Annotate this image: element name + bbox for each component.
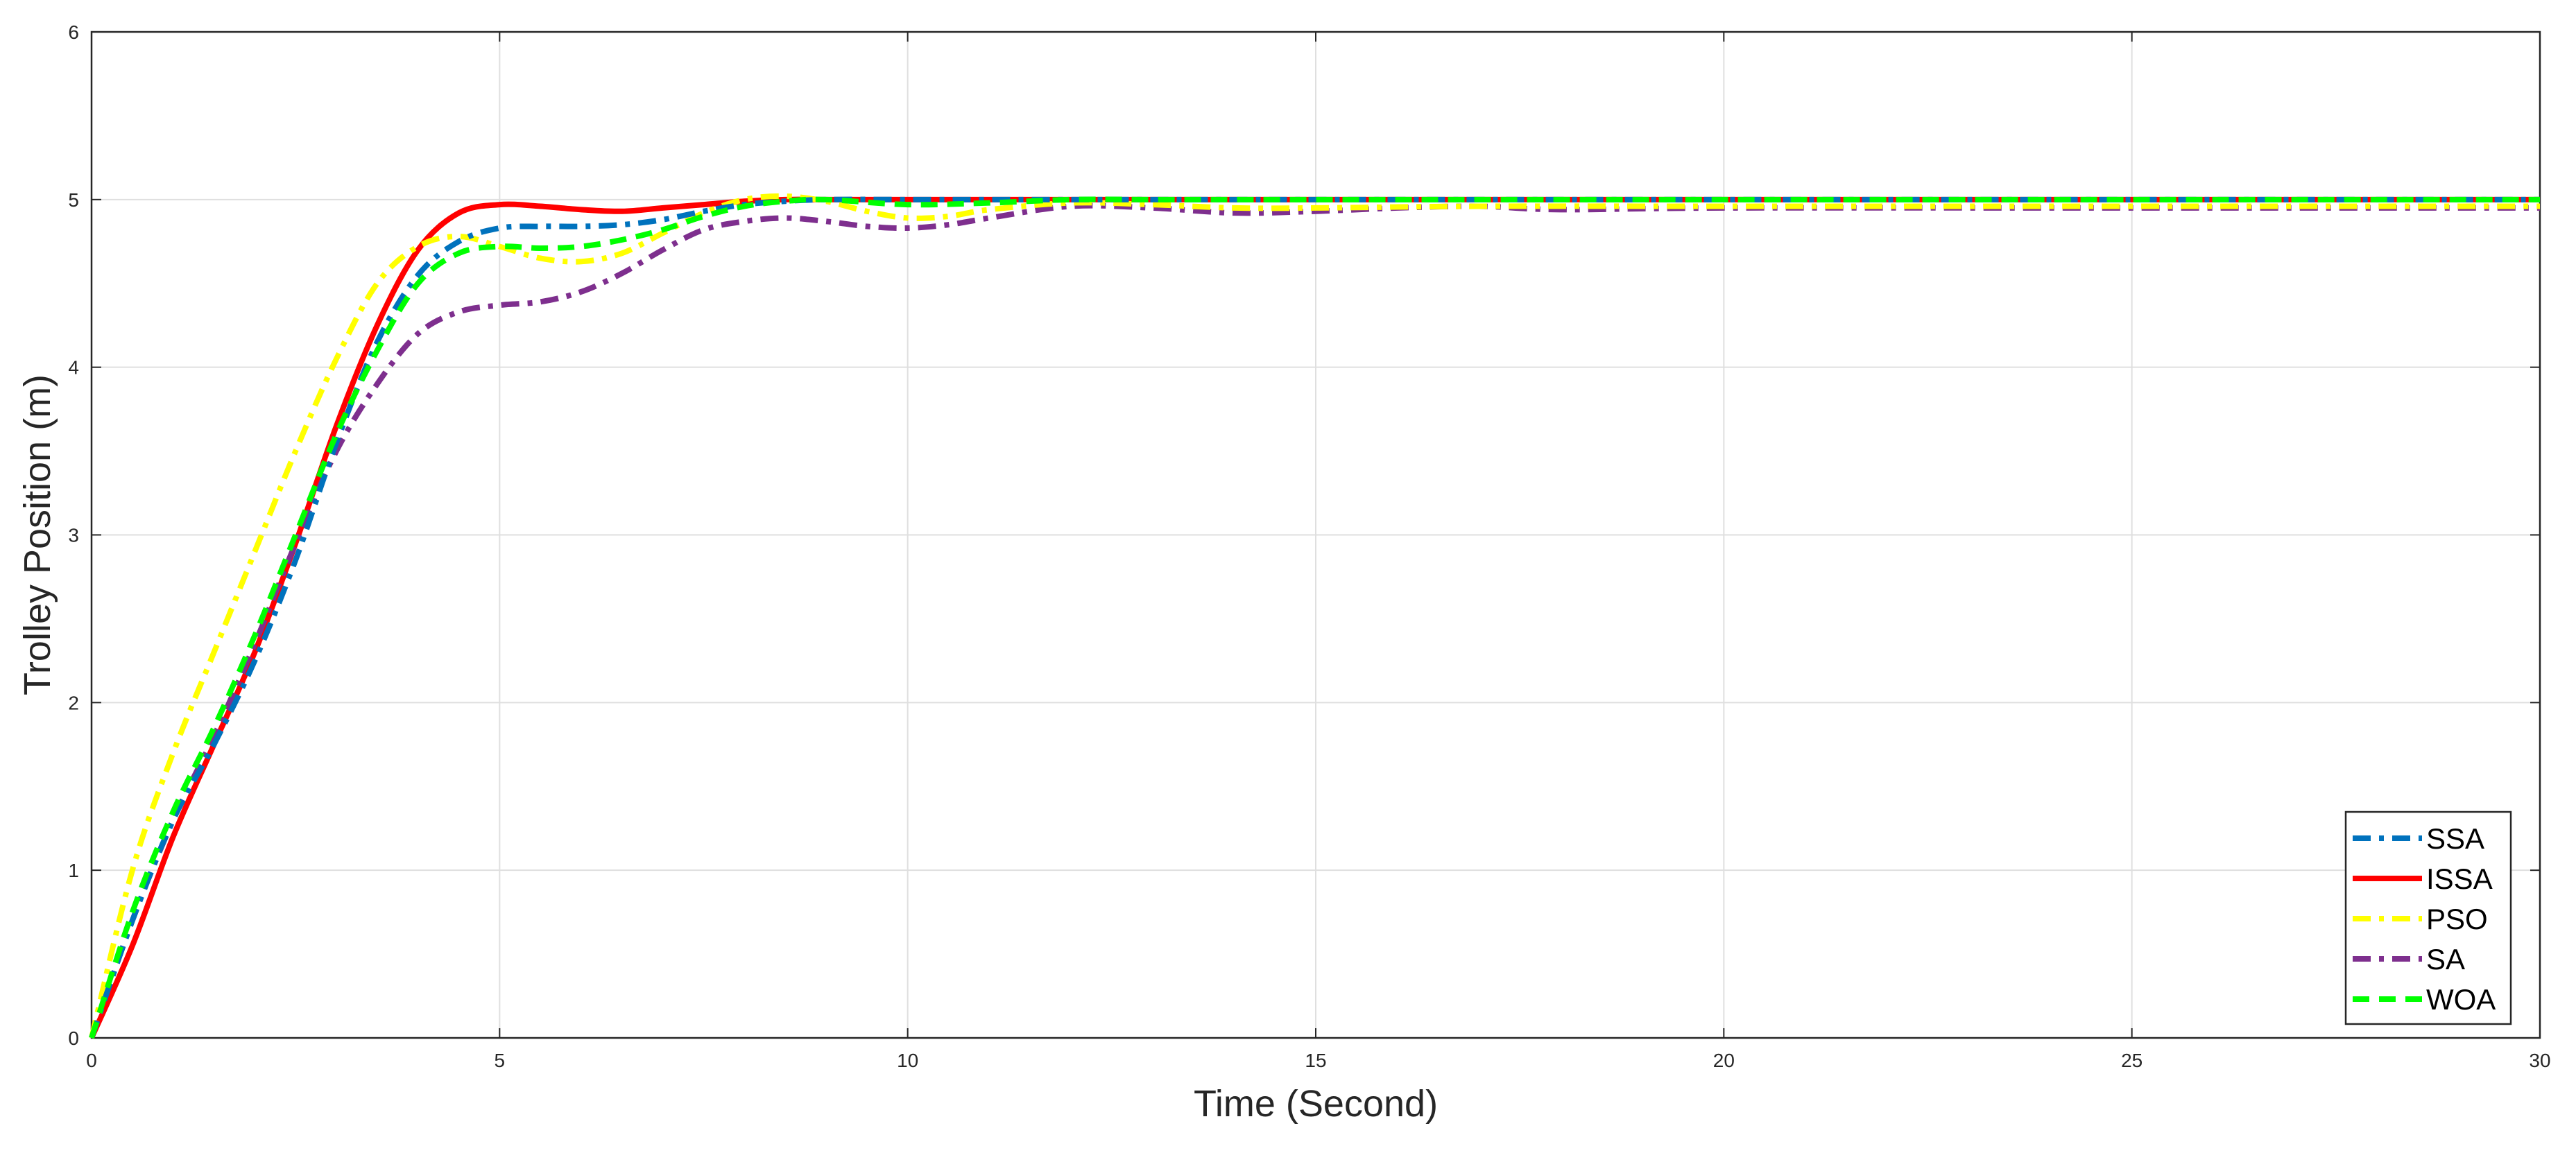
- series-line-woa: [89, 196, 2540, 1039]
- x-tick-label: 25: [2121, 1050, 2143, 1071]
- x-tick-label: 15: [1305, 1050, 1326, 1071]
- series-line-ssa: [89, 196, 2540, 1039]
- axis-ticks: 0 5 10 15 20 25 30 0 1 2 3 4 5 6: [68, 21, 2550, 1071]
- series-line-sa: [89, 202, 2540, 1039]
- series-lines: [89, 193, 2540, 1039]
- y-tick-label: 5: [68, 189, 79, 211]
- legend-label-ssa: SSA: [2426, 822, 2484, 855]
- legend-label-woa: WOA: [2426, 983, 2496, 1016]
- y-axis-label: Trolley Position (m): [17, 374, 58, 695]
- x-axis-label: Time (Second): [1194, 1083, 1438, 1125]
- legend-box: [2344, 810, 2512, 1025]
- y-tick-label: 6: [68, 21, 79, 43]
- x-tick-label: 30: [2529, 1050, 2550, 1071]
- x-tick-label: 10: [897, 1050, 918, 1071]
- legend: SSA ISSA PSO SA WOA: [2344, 810, 2512, 1025]
- legend-label-issa: ISSA: [2426, 862, 2493, 895]
- legend-label-pso: PSO: [2426, 903, 2488, 935]
- series-line-pso: [89, 193, 2540, 1039]
- y-tick-label: 4: [68, 357, 79, 379]
- x-tick-label: 0: [86, 1050, 97, 1071]
- legend-label-sa: SA: [2426, 943, 2465, 976]
- y-tick-label: 0: [68, 1028, 79, 1049]
- x-tick-label: 20: [1713, 1050, 1735, 1071]
- x-tick-label: 5: [495, 1050, 506, 1071]
- y-tick-label: 3: [68, 525, 79, 546]
- y-tick-label: 2: [68, 692, 79, 713]
- y-tick-label: 1: [68, 860, 79, 881]
